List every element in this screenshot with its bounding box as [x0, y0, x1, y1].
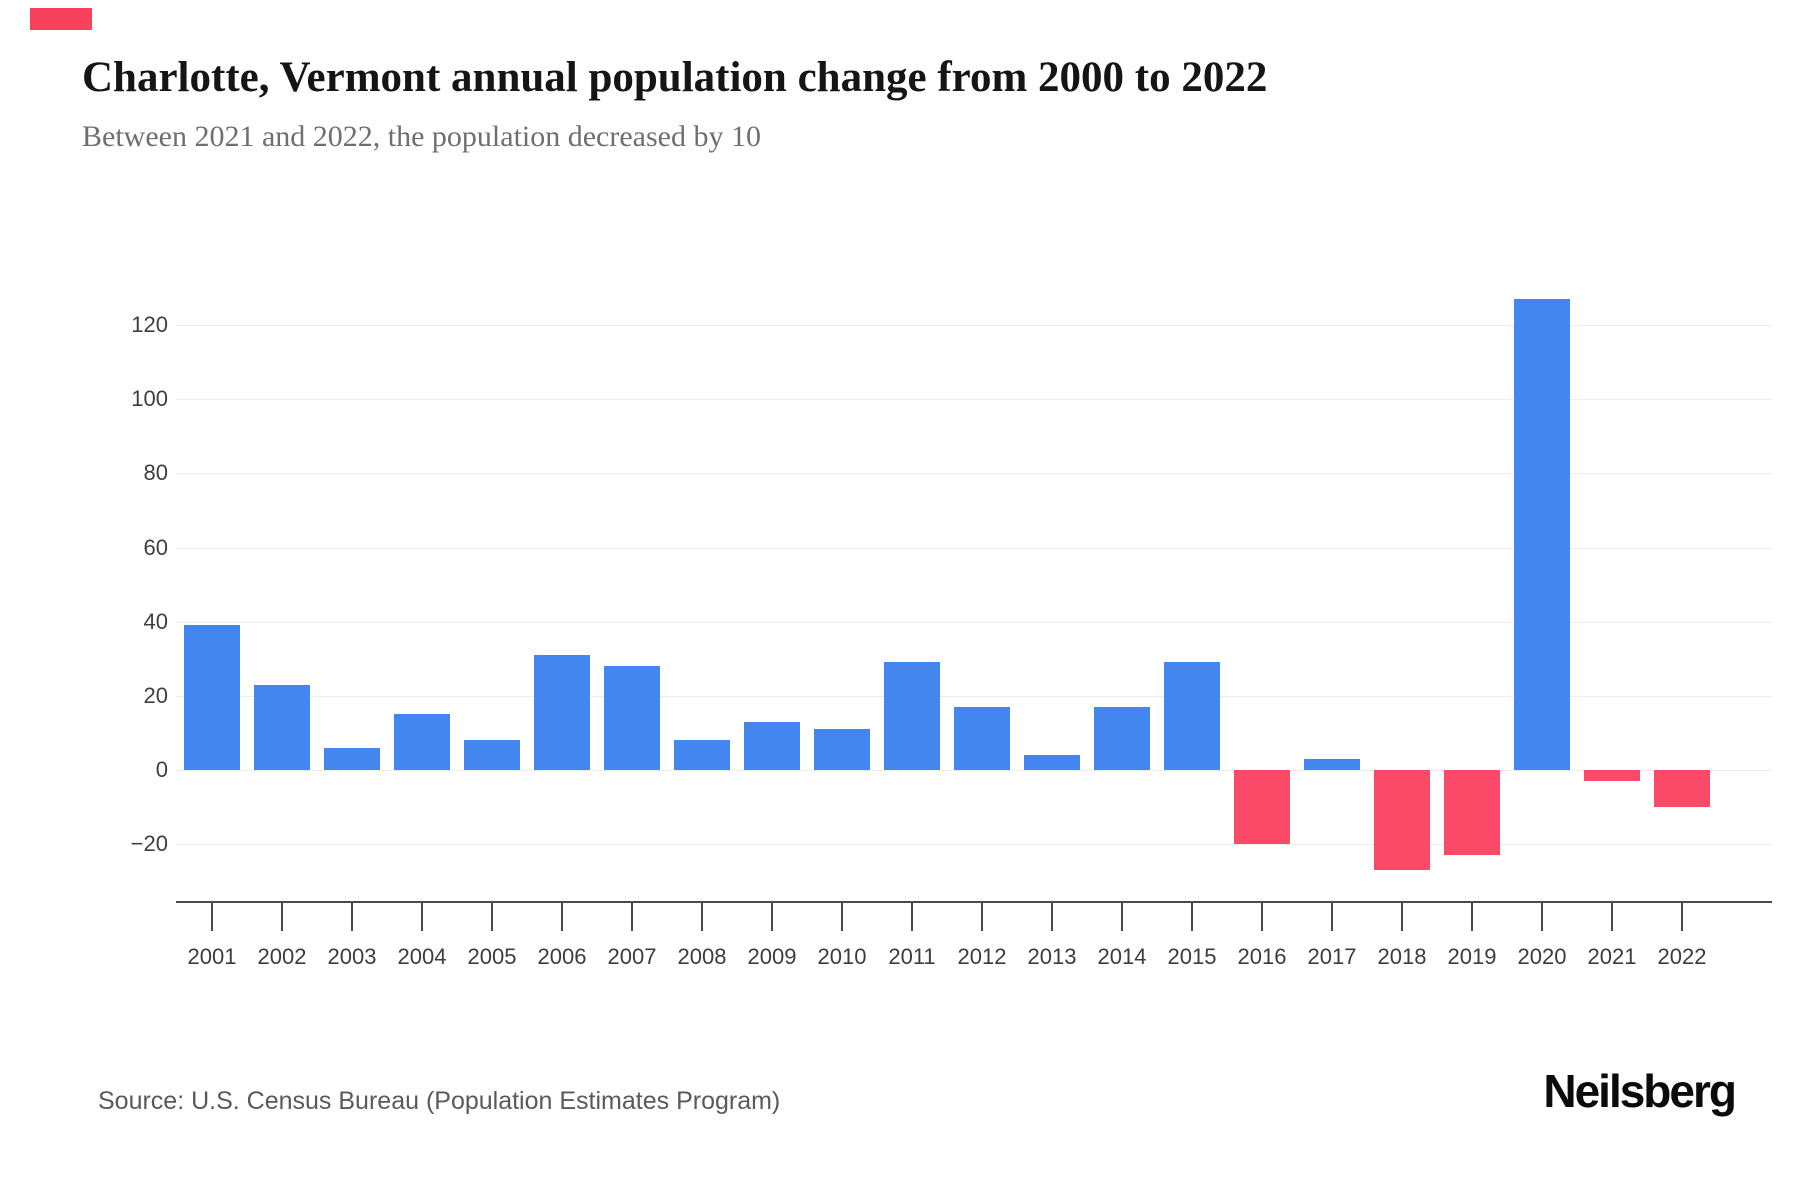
- y-tick-label-0: 0: [155, 757, 168, 782]
- x-tick-label-2021: 2021: [1587, 944, 1637, 969]
- brand-logo: Neilsberg: [1543, 1065, 1737, 1117]
- source-text: Source: U.S. Census Bureau (Population E…: [98, 1087, 781, 1115]
- x-tick-2008: [701, 901, 703, 931]
- bar-2010: [814, 729, 870, 770]
- x-tick-label-2004: 2004: [397, 944, 447, 969]
- bar-2007: [604, 666, 660, 770]
- x-tick-2012: [981, 901, 983, 931]
- x-tick-2010: [841, 901, 843, 931]
- bar-2004: [394, 714, 450, 770]
- bar-2018: [1374, 770, 1430, 870]
- x-tick-label-2013: 2013: [1027, 944, 1077, 969]
- x-tick-label-2010: 2010: [817, 944, 867, 969]
- x-tick-label-2003: 2003: [327, 944, 377, 969]
- gridline-y-100: [176, 399, 1772, 400]
- bar-2012: [954, 707, 1010, 770]
- x-tick-label-2007: 2007: [607, 944, 657, 969]
- chart-title: Charlotte, Vermont annual population cha…: [82, 54, 1268, 101]
- brand-accent-bar: [30, 8, 92, 30]
- x-tick-label-2005: 2005: [467, 944, 517, 969]
- bar-2006: [534, 655, 590, 770]
- y-tick-label-20: 20: [143, 683, 168, 708]
- x-tick-2002: [281, 901, 283, 931]
- bar-2016: [1234, 770, 1290, 844]
- gridline-y-80: [176, 473, 1772, 474]
- bar-2001: [184, 625, 240, 770]
- bar-2021: [1584, 770, 1640, 781]
- gridline-y-20: [176, 696, 1772, 697]
- x-tick-label-2009: 2009: [747, 944, 797, 969]
- x-tick-2017: [1331, 901, 1333, 931]
- x-tick-label-2015: 2015: [1167, 944, 1217, 969]
- x-tick-2014: [1121, 901, 1123, 931]
- x-tick-label-2018: 2018: [1377, 944, 1427, 969]
- x-tick-2013: [1051, 901, 1053, 931]
- bar-2017: [1304, 759, 1360, 770]
- x-tick-label-2008: 2008: [677, 944, 727, 969]
- bar-2022: [1654, 770, 1710, 807]
- x-tick-2015: [1191, 901, 1193, 931]
- gridline-y-0: [176, 770, 1772, 771]
- bar-2015: [1164, 662, 1220, 770]
- x-tick-label-2017: 2017: [1307, 944, 1357, 969]
- bar-2005: [464, 740, 520, 770]
- y-tick-label-60: 60: [143, 535, 168, 560]
- x-tick-label-2012: 2012: [957, 944, 1007, 969]
- x-tick-2016: [1261, 901, 1263, 931]
- y-tick-label--20: −20: [130, 831, 168, 856]
- bar-2019: [1444, 770, 1500, 855]
- x-tick-2005: [491, 901, 493, 931]
- x-axis-line: [176, 901, 1772, 903]
- bar-2009: [744, 722, 800, 770]
- bar-2008: [674, 740, 730, 770]
- bar-2014: [1094, 707, 1150, 770]
- x-tick-2020: [1541, 901, 1543, 931]
- bar-2011: [884, 662, 940, 770]
- chart-subtitle: Between 2021 and 2022, the population de…: [82, 120, 761, 153]
- bar-2002: [254, 685, 310, 770]
- x-tick-label-2020: 2020: [1517, 944, 1567, 969]
- x-tick-label-2006: 2006: [537, 944, 587, 969]
- x-tick-label-2019: 2019: [1447, 944, 1497, 969]
- gridline-y-60: [176, 548, 1772, 549]
- y-tick-label-100: 100: [131, 386, 168, 411]
- x-tick-label-2022: 2022: [1657, 944, 1707, 969]
- x-tick-2001: [211, 901, 213, 931]
- bar-2020: [1514, 299, 1570, 770]
- y-tick-label-80: 80: [143, 460, 168, 485]
- bar-2013: [1024, 755, 1080, 770]
- x-tick-label-2001: 2001: [187, 944, 237, 969]
- x-tick-label-2014: 2014: [1097, 944, 1147, 969]
- bar-2003: [324, 748, 380, 770]
- x-tick-2021: [1611, 901, 1613, 931]
- x-tick-2007: [631, 901, 633, 931]
- y-tick-label-120: 120: [131, 312, 168, 337]
- gridline-y-120: [176, 325, 1772, 326]
- x-tick-2003: [351, 901, 353, 931]
- x-tick-label-2016: 2016: [1237, 944, 1287, 969]
- x-tick-2009: [771, 901, 773, 931]
- gridline-y--20: [176, 844, 1772, 845]
- y-tick-label-40: 40: [143, 609, 168, 634]
- x-tick-2006: [561, 901, 563, 931]
- x-tick-2011: [911, 901, 913, 931]
- x-tick-2019: [1471, 901, 1473, 931]
- x-tick-label-2011: 2011: [888, 944, 936, 969]
- x-tick-2004: [421, 901, 423, 931]
- x-tick-label-2002: 2002: [257, 944, 307, 969]
- x-tick-2022: [1681, 901, 1683, 931]
- x-tick-2018: [1401, 901, 1403, 931]
- gridline-y-40: [176, 622, 1772, 623]
